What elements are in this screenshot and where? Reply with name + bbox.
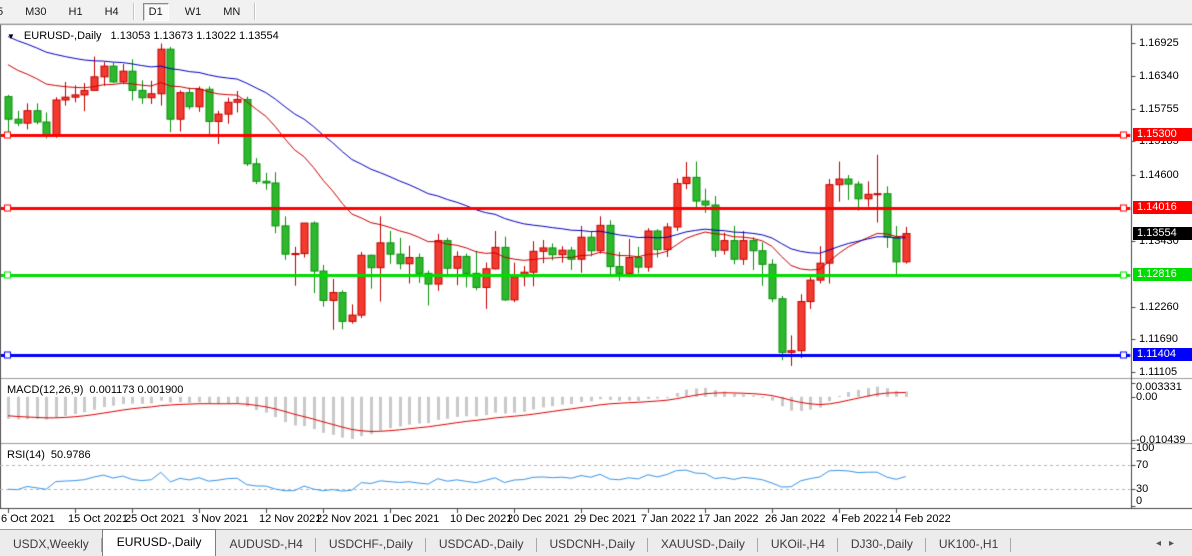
date-axis-label: 20 Dec 2021	[507, 513, 570, 525]
tf-h4-button[interactable]: H4	[99, 3, 125, 21]
date-axis-label: 7 Jan 2022	[641, 513, 696, 525]
chart-ohlc-values: 1.13053 1.13673 1.13022 1.13554	[110, 30, 279, 42]
tab-scroll-left-icon[interactable]: ◂	[1155, 538, 1169, 549]
rsi-axis-label: 70	[1136, 459, 1149, 471]
hline-price-badge: 1.11404	[1133, 348, 1192, 361]
tab-uk100-h1[interactable]: UK100-,H1	[926, 532, 1012, 556]
date-axis-label: 4 Feb 2022	[832, 513, 888, 525]
rsi-axis-label: 100	[1136, 442, 1155, 454]
macd-name: MACD(12,26,9)	[7, 384, 84, 396]
date-axis-label: 6 Oct 2021	[1, 513, 55, 525]
tf-m30-button[interactable]: M30	[19, 3, 52, 21]
tab-usdcad-daily[interactable]: USDCAD-,Daily	[426, 532, 537, 556]
price-axis-label: 1.14600	[1139, 169, 1179, 181]
rsi-name: RSI(14)	[7, 449, 45, 461]
tf-m5-button[interactable]: 5	[0, 3, 9, 21]
tf-w1-button[interactable]: W1	[179, 3, 208, 21]
toolbar-separator	[254, 3, 257, 20]
price-axis-label: 1.11690	[1139, 333, 1178, 345]
tab-usdchf-daily[interactable]: USDCHF-,Daily	[316, 532, 426, 556]
current-price-badge: 1.13554	[1133, 227, 1192, 240]
tab-scroll-right-icon[interactable]: ▸	[1168, 538, 1182, 549]
date-axis-label: 25 Oct 2021	[125, 513, 185, 525]
price-axis-label: 1.16340	[1139, 70, 1179, 82]
macd-label: MACD(12,26,9) 0.001173 0.001900	[7, 384, 183, 396]
date-axis-label: 17 Jan 2022	[698, 513, 759, 525]
tab-dj30-daily[interactable]: DJ30-,Daily	[838, 532, 926, 556]
date-axis-label: 1 Dec 2021	[383, 513, 440, 525]
date-axis-label: 3 Nov 2021	[192, 513, 249, 525]
date-axis-label: 12 Nov 2021	[259, 513, 322, 525]
price-axis-label: 1.12260	[1139, 301, 1179, 313]
rsi-label: RSI(14) 50.9786	[7, 449, 91, 461]
price-axis-label: 1.16925	[1139, 37, 1179, 49]
price-axis-label: 1.11105	[1139, 366, 1178, 378]
tab-usdcnh-daily[interactable]: USDCNH-,Daily	[537, 532, 649, 556]
hline-price-badge: 1.12816	[1133, 268, 1192, 281]
tab-ukoil-h4[interactable]: UKOil-,H4	[758, 532, 838, 556]
macd-values: 0.001173 0.001900	[89, 384, 184, 396]
price-axis-label: 1.15755	[1139, 103, 1179, 115]
rsi-axis-label: 30	[1136, 483, 1149, 495]
tf-h1-button[interactable]: H1	[63, 3, 89, 21]
tab-usdx-weekly[interactable]: USDX,Weekly	[0, 532, 102, 556]
symbol-tabbar: USDX,Weekly EURUSD-,Daily AUDUSD-,H4 USD…	[0, 529, 1192, 556]
macd-axis-label: 0.00	[1136, 391, 1158, 403]
macd-axis-label: -0.010439	[1136, 434, 1186, 446]
chart-title: ▼ EURUSD-,Daily 1.13053 1.13673 1.13022 …	[7, 30, 279, 42]
macd-axis-label: 0.003331	[1136, 381, 1182, 393]
date-axis-label: 14 Feb 2022	[889, 513, 951, 525]
date-axis-label: 29 Dec 2021	[574, 513, 637, 525]
chart-symbol-label: EURUSD-,Daily	[23, 30, 102, 42]
toolbar-separator	[132, 3, 135, 20]
tf-mn-button[interactable]: MN	[217, 3, 246, 21]
hline-price-badge: 1.14016	[1133, 201, 1192, 214]
date-axis-label: 22 Nov 2021	[316, 513, 379, 525]
tab-audusd-h4[interactable]: AUDUSD-,H4	[216, 532, 317, 556]
rsi-axis-label: 0	[1136, 495, 1143, 507]
collapse-triangle-icon[interactable]: ▼	[7, 31, 15, 41]
timeframe-toolbar: 5 M30 H1 H4 D1 W1 MN	[0, 0, 1192, 24]
date-axis-label: 10 Dec 2021	[450, 513, 513, 525]
tab-xauusd-daily[interactable]: XAUUSD-,Daily	[648, 532, 758, 556]
tab-eurusd-daily[interactable]: EURUSD-,Daily	[101, 529, 217, 556]
tf-d1-button[interactable]: D1	[142, 2, 169, 21]
hline-price-badge: 1.15300	[1133, 128, 1192, 141]
date-axis-label: 26 Jan 2022	[765, 513, 826, 525]
rsi-value: 50.9786	[50, 449, 91, 461]
date-axis-label: 15 Oct 2021	[68, 513, 128, 525]
